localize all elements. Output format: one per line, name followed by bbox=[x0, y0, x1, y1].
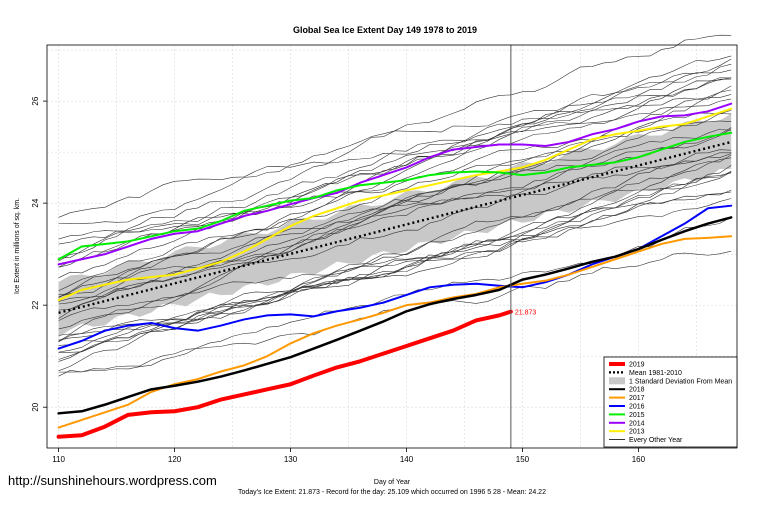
other-year-line bbox=[58, 63, 732, 298]
x-tick-label: 110 bbox=[52, 455, 65, 464]
plot-frame bbox=[46, 44, 738, 449]
x-tick-label: 160 bbox=[632, 455, 646, 464]
legend-label: 2018 bbox=[629, 387, 645, 394]
x-axis-label: Day of Year bbox=[374, 479, 411, 486]
y-tick-label: 24 bbox=[31, 198, 40, 207]
other-year-line bbox=[58, 165, 732, 362]
y-axis-label: Ice Extent in millions of sq. km. bbox=[14, 198, 21, 294]
other-year-line bbox=[58, 128, 732, 305]
other-year-line bbox=[58, 153, 732, 311]
series-line-2018 bbox=[57, 216, 733, 415]
legend-label: 2015 bbox=[629, 412, 645, 419]
legend-label: 2016 bbox=[629, 404, 645, 411]
other-year-line bbox=[58, 94, 732, 268]
other-year-line bbox=[58, 55, 732, 218]
other-years-lines bbox=[58, 34, 732, 377]
x-tick-label: 140 bbox=[400, 455, 414, 464]
other-year-line bbox=[58, 69, 732, 240]
footer-stats: Today's Ice Extent: 21.873 - Record for … bbox=[238, 489, 546, 496]
mean-line-path bbox=[58, 140, 732, 314]
series-line-2013 bbox=[57, 107, 733, 302]
other-year-line bbox=[58, 171, 732, 321]
legend-swatch bbox=[609, 377, 625, 385]
other-year-line bbox=[58, 113, 732, 292]
other-year-line bbox=[58, 191, 732, 343]
y-tick-label: 22 bbox=[31, 300, 40, 309]
current-value-label: 21.873 bbox=[515, 310, 537, 317]
x-tick-label: 150 bbox=[516, 455, 530, 464]
series-line-2014 bbox=[57, 102, 733, 266]
other-year-line bbox=[58, 127, 732, 319]
y-tick-label: 20 bbox=[31, 402, 40, 411]
x-axis-ticks: 110 120 130 140 150 160 bbox=[52, 448, 646, 464]
chart-title: Global Sea Ice Extent Day 149 1978 to 20… bbox=[293, 25, 477, 35]
y-tick-label: 26 bbox=[31, 96, 40, 105]
other-year-line bbox=[58, 154, 732, 341]
mean-line bbox=[58, 140, 732, 314]
other-year-line bbox=[58, 58, 732, 224]
series-line-2019 bbox=[56, 309, 513, 439]
legend-label: Mean 1981-2010 bbox=[629, 370, 682, 377]
other-year-line bbox=[58, 149, 732, 330]
series-lines bbox=[56, 102, 733, 439]
legend-label: Every Other Year bbox=[629, 437, 683, 444]
legend-label: 2014 bbox=[629, 420, 645, 427]
other-year-line bbox=[58, 172, 732, 353]
other-year-line bbox=[58, 128, 732, 298]
legend-label: 2013 bbox=[629, 429, 645, 436]
legend-label: 2017 bbox=[629, 395, 645, 402]
other-year-line bbox=[58, 85, 732, 336]
legend-label: 1 Standard Deviation From Mean bbox=[629, 378, 732, 385]
series-line-2015 bbox=[57, 131, 733, 261]
x-tick-label: 120 bbox=[168, 455, 182, 464]
legend-label: 2019 bbox=[629, 362, 645, 369]
other-year-line bbox=[58, 152, 732, 372]
watermark-url: http://sunshinehours.wordpress.com bbox=[8, 473, 217, 488]
x-tick-label: 130 bbox=[284, 455, 298, 464]
y-axis-ticks: 20 22 24 26 bbox=[31, 96, 47, 412]
legend-box bbox=[603, 356, 738, 448]
other-year-line bbox=[58, 77, 732, 259]
